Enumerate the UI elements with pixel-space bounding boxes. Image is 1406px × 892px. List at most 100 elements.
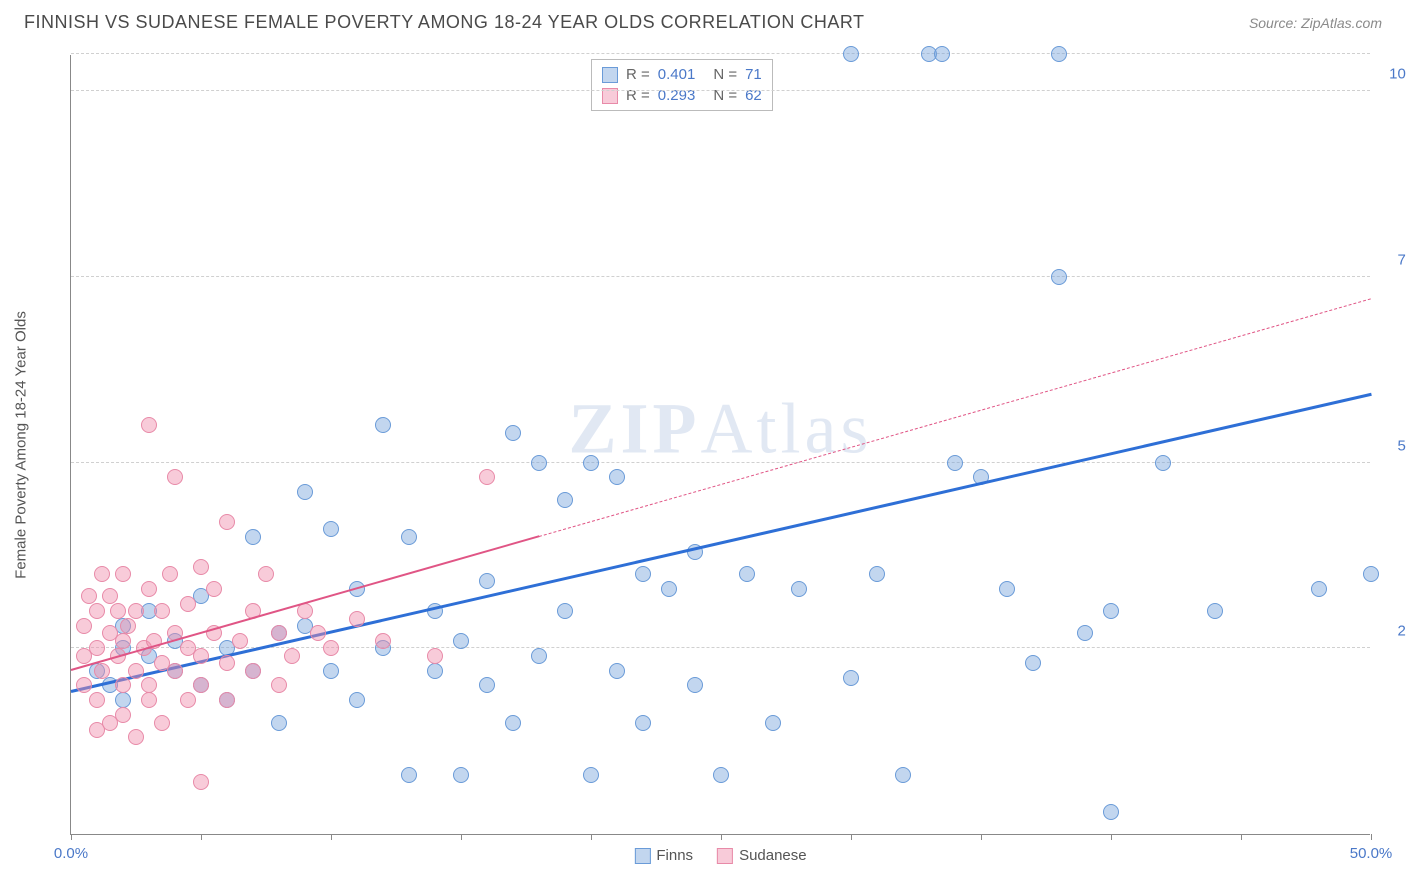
- data-point: [128, 729, 144, 745]
- data-point: [999, 581, 1015, 597]
- data-point: [141, 581, 157, 597]
- data-point: [791, 581, 807, 597]
- correlation-legend: R =0.401N =71R =0.293N =62: [591, 59, 773, 111]
- chart-header: FINNISH VS SUDANESE FEMALE POVERTY AMONG…: [0, 0, 1406, 41]
- data-point: [141, 417, 157, 433]
- trend-line: [71, 535, 540, 671]
- y-tick-label: 25.0%: [1380, 623, 1406, 640]
- data-point: [167, 469, 183, 485]
- data-point: [193, 774, 209, 790]
- data-point: [1025, 655, 1041, 671]
- data-point: [115, 707, 131, 723]
- x-tick: [1371, 834, 1372, 840]
- data-point: [453, 633, 469, 649]
- data-point: [141, 692, 157, 708]
- data-point: [635, 715, 651, 731]
- data-point: [310, 625, 326, 641]
- chart-title: FINNISH VS SUDANESE FEMALE POVERTY AMONG…: [24, 12, 865, 33]
- data-point: [162, 566, 178, 582]
- data-point: [89, 692, 105, 708]
- data-point: [765, 715, 781, 731]
- legend-item: Finns: [634, 847, 693, 864]
- data-point: [583, 767, 599, 783]
- data-point: [94, 566, 110, 582]
- n-label: N =: [713, 66, 737, 83]
- data-point: [1155, 455, 1171, 471]
- data-point: [583, 455, 599, 471]
- data-point: [401, 529, 417, 545]
- data-point: [713, 767, 729, 783]
- data-point: [843, 670, 859, 686]
- data-point: [609, 663, 625, 679]
- data-point: [76, 618, 92, 634]
- data-point: [232, 633, 248, 649]
- data-point: [115, 677, 131, 693]
- data-point: [206, 581, 222, 597]
- data-point: [557, 492, 573, 508]
- data-point: [947, 455, 963, 471]
- data-point: [110, 603, 126, 619]
- legend-item: Sudanese: [717, 847, 807, 864]
- data-point: [323, 521, 339, 537]
- legend-swatch: [602, 67, 618, 83]
- legend-row: R =0.293N =62: [602, 85, 762, 106]
- data-point: [271, 677, 287, 693]
- watermark: ZIPAtlas: [568, 387, 872, 470]
- data-point: [219, 655, 235, 671]
- data-point: [180, 596, 196, 612]
- x-tick: [331, 834, 332, 840]
- data-point: [89, 640, 105, 656]
- data-point: [349, 611, 365, 627]
- data-point: [427, 648, 443, 664]
- data-point: [193, 677, 209, 693]
- data-point: [479, 677, 495, 693]
- gridline: [71, 276, 1370, 277]
- data-point: [1103, 804, 1119, 820]
- data-point: [141, 677, 157, 693]
- data-point: [934, 46, 950, 62]
- data-point: [128, 663, 144, 679]
- data-point: [193, 648, 209, 664]
- y-tick-label: 100.0%: [1380, 66, 1406, 83]
- data-point: [120, 618, 136, 634]
- data-point: [297, 484, 313, 500]
- data-point: [180, 692, 196, 708]
- data-point: [1311, 581, 1327, 597]
- data-point: [505, 425, 521, 441]
- data-point: [1363, 566, 1379, 582]
- data-point: [869, 566, 885, 582]
- data-point: [1051, 269, 1067, 285]
- n-value: 71: [745, 66, 762, 83]
- data-point: [505, 715, 521, 731]
- scatter-chart: Female Poverty Among 18-24 Year Olds ZIP…: [70, 55, 1370, 835]
- gridline: [71, 462, 1370, 463]
- data-point: [115, 633, 131, 649]
- data-point: [453, 767, 469, 783]
- data-point: [1103, 603, 1119, 619]
- y-tick-label: 75.0%: [1380, 251, 1406, 268]
- data-point: [1077, 625, 1093, 641]
- data-point: [375, 417, 391, 433]
- data-point: [635, 566, 651, 582]
- x-tick: [71, 834, 72, 840]
- data-point: [102, 588, 118, 604]
- legend-label: Finns: [656, 847, 693, 864]
- data-point: [739, 566, 755, 582]
- x-tick: [721, 834, 722, 840]
- legend-row: R =0.401N =71: [602, 64, 762, 85]
- data-point: [76, 677, 92, 693]
- data-point: [154, 603, 170, 619]
- legend-label: Sudanese: [739, 847, 807, 864]
- x-tick: [1111, 834, 1112, 840]
- watermark-part2: Atlas: [701, 388, 873, 468]
- legend-swatch: [634, 848, 650, 864]
- data-point: [609, 469, 625, 485]
- chart-source: Source: ZipAtlas.com: [1249, 15, 1382, 31]
- data-point: [193, 559, 209, 575]
- gridline: [71, 90, 1370, 91]
- data-point: [895, 767, 911, 783]
- x-tick-label: 50.0%: [1350, 845, 1393, 862]
- data-point: [167, 663, 183, 679]
- data-point: [427, 663, 443, 679]
- trend-line: [539, 298, 1371, 537]
